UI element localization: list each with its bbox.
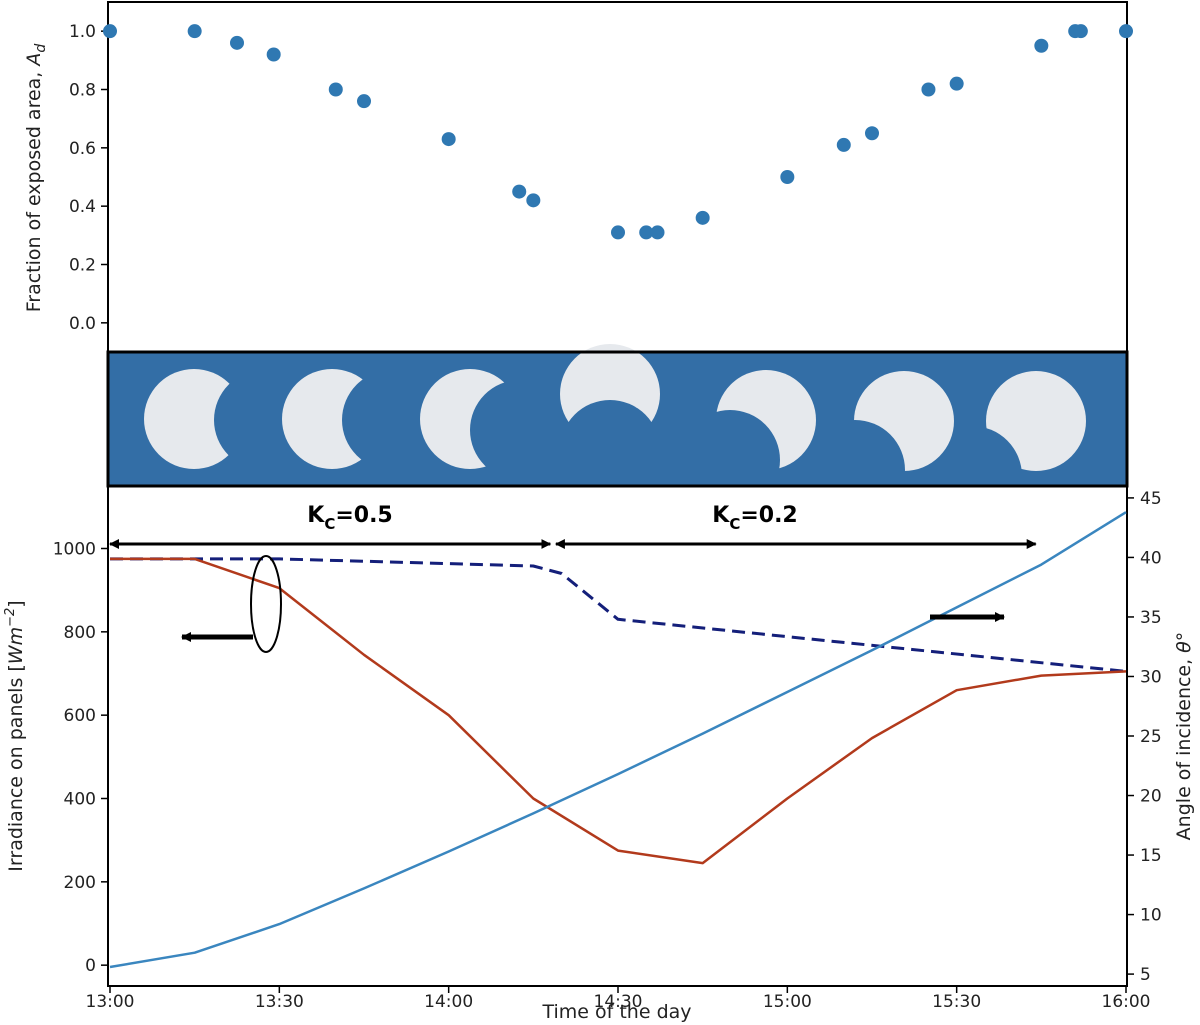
kc-right-label: KC=0.2 — [712, 503, 797, 533]
bottom-left-y-axis-label: Irradiance on panels [Wm−2] — [3, 600, 27, 871]
exposed-area-point — [1034, 38, 1049, 53]
x-tick-label: 13:00 — [86, 992, 135, 1012]
left-y-tick-label: 0 — [85, 956, 96, 976]
right-y-tick-label: 35 — [1140, 608, 1162, 628]
top-y-ticks: 0.0 0.2 0.4 0.6 0.8 1.0 — [69, 22, 108, 334]
bottom-panel-frame — [107, 485, 1128, 987]
x-tick-label: 13:30 — [255, 992, 304, 1012]
top-y-tick-label: 0.4 — [69, 197, 96, 217]
exposed-area-point — [650, 225, 665, 240]
right-y-tick-label: 15 — [1140, 846, 1162, 866]
exposed-area-point — [695, 210, 710, 225]
incidence-angle-line — [109, 511, 1127, 969]
exposed-area-point — [441, 132, 456, 147]
top-y-tick-label: 0.6 — [69, 139, 96, 159]
top-y-tick-label: 0.0 — [69, 314, 96, 334]
right-y-tick-label: 5 — [1140, 965, 1151, 985]
x-tick-label: 15:00 — [763, 992, 812, 1012]
right-y-tick-label: 20 — [1140, 787, 1162, 807]
top-y-axis-label: Fraction of exposed area, Ad — [23, 44, 49, 313]
left-y-tick-label: 200 — [64, 873, 96, 893]
bottom-x-ticks: 13:00 13:30 14:00 14:30 15:00 15:30 16:00 — [86, 986, 1151, 1012]
exposed-area-point — [1119, 24, 1133, 39]
eclipse-phase-strip — [106, 344, 1129, 488]
exposed-area-point — [780, 170, 795, 184]
bottom-right-y-ticks: 5 10 15 20 25 30 35 40 45 — [1127, 489, 1162, 985]
bottom-right-y-axis-label: Angle of incidence, θ° — [1173, 632, 1195, 841]
exposed-area-point — [328, 82, 343, 97]
series-grouping-ellipse — [250, 555, 282, 653]
exposed-area-point — [1073, 24, 1088, 39]
exposed-area-point — [103, 24, 117, 39]
bottom-series-lines — [109, 511, 1127, 969]
right-y-tick-label: 45 — [1140, 489, 1162, 509]
eclipse-phase-2 — [282, 369, 382, 469]
x-tick-label: 14:00 — [424, 992, 473, 1012]
top-scatter-points — [103, 24, 1133, 240]
exposed-area-point — [949, 76, 964, 91]
eclipse-irradiance-line — [110, 557, 1127, 865]
eclipse-phase-1 — [144, 369, 244, 469]
bottom-left-y-ticks: 0 200 400 600 800 1000 — [53, 540, 108, 976]
exposed-area-point — [357, 94, 371, 109]
x-tick-label: 16:00 — [1102, 992, 1151, 1012]
left-y-tick-label: 1000 — [53, 540, 96, 560]
exposed-area-point — [639, 225, 654, 240]
exposed-area-point — [187, 24, 202, 39]
left-y-tick-label: 600 — [64, 706, 96, 726]
exposed-area-point — [266, 47, 281, 62]
exposed-area-point — [526, 193, 541, 208]
eclipse-phase-3 — [420, 369, 520, 469]
exposed-area-point — [512, 184, 527, 199]
exposed-area-point — [865, 126, 879, 141]
exposed-area-point — [836, 137, 851, 152]
x-tick-label: 15:30 — [932, 992, 981, 1012]
bottom-x-axis-label: Time of the day — [541, 1001, 691, 1023]
eclipse-phase-5 — [716, 370, 816, 470]
exposed-area-point — [230, 35, 244, 50]
eclipse-phase-6 — [854, 371, 954, 471]
exposed-area-panel: 0.0 0.2 0.4 0.6 0.8 1.0 Fraction of exposed a… — [23, 1, 1133, 353]
left-y-tick-label: 400 — [64, 790, 96, 810]
eclipse-phase-7 — [986, 371, 1086, 471]
exposed-area-point — [611, 225, 625, 240]
right-y-tick-label: 10 — [1140, 906, 1162, 926]
right-y-tick-label: 30 — [1140, 667, 1162, 687]
x-tick-label: 14:30 — [594, 992, 643, 1012]
exposed-area-point — [921, 82, 936, 97]
top-y-tick-label: 1.0 — [69, 22, 96, 42]
top-y-tick-label: 0.8 — [69, 81, 96, 101]
irradiance-panel: 13:00 13:30 14:00 14:30 15:00 15:30 16:00 0200… — [3, 485, 1195, 1023]
right-y-tick-label: 40 — [1140, 548, 1162, 568]
top-panel-frame — [107, 1, 1128, 353]
top-y-tick-label: 0.2 — [69, 256, 96, 276]
eclipse-phase-4 — [560, 344, 660, 444]
left-y-tick-label: 800 — [64, 623, 96, 643]
right-y-tick-label: 25 — [1140, 727, 1162, 747]
kc-left-label: KC=0.5 — [307, 503, 392, 533]
